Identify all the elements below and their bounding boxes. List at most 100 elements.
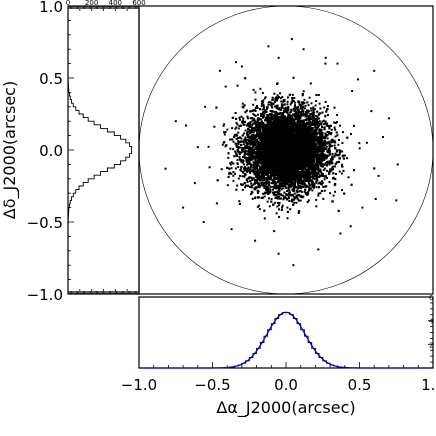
scatter-point [276,195,279,198]
scatter-point [239,174,241,177]
scatter-point [250,182,253,185]
scatter-point [273,92,276,95]
scatter-point [277,202,279,204]
scatter-point [262,111,265,114]
scatter-point [312,107,315,110]
scatter-point [334,135,337,138]
scatter-point [273,100,276,103]
scatter-point [250,110,253,113]
y-histogram-frame [67,5,140,295]
scatter-point [299,189,302,192]
scatter-point [319,168,322,171]
scatter-point [259,87,262,90]
scatter-point [262,184,265,187]
scatter-point [267,103,270,106]
scatter-point [300,190,303,193]
scatter-point [285,198,288,201]
scatter-point [281,118,284,121]
scatter-point [276,186,279,189]
scatter-point [338,170,341,173]
scatter-point [253,114,256,116]
scatter-point [304,127,307,130]
scatter-point [302,183,305,186]
scatter-point [311,143,314,145]
scatter-point [300,105,302,108]
scatter-point [302,90,305,93]
scatter-point [299,114,301,117]
scatter-point [252,177,255,180]
scatter-point [232,171,235,173]
scatter-point [341,189,343,192]
scatter-point [254,98,257,101]
scatter-point [242,117,245,120]
scatter-point [333,154,336,157]
scatter-point [262,103,265,106]
scatter-point [341,150,344,153]
scatter-point [291,98,294,101]
scatter-point [230,161,233,164]
scatter-point [248,154,251,156]
scatter-point [288,197,290,200]
scatter-point [267,116,270,118]
scatter-point [258,168,261,170]
scatter-point [319,192,322,195]
scatter-point [319,107,322,110]
scatter-point [318,113,321,115]
scatter-point [277,172,280,175]
scatter-point [302,112,305,115]
scatter-point [243,123,246,126]
scatter-point [325,145,328,148]
scatter-point [252,127,255,130]
scatter-point [240,146,243,149]
scatter-point [254,91,257,94]
scatter-point [272,172,275,175]
scatter-point [308,117,311,120]
scatter-point [252,145,255,148]
scatter-point [267,182,270,184]
scatter-point [330,132,333,134]
scatter-point [256,205,259,208]
scatter-point [341,155,344,158]
scatter-point [327,141,330,144]
scatter-point [306,201,309,204]
scatter-point [293,201,296,204]
scatter-point [241,150,244,153]
scatter-point [245,140,248,143]
scatter-point [274,201,277,204]
scatter-point [223,123,226,126]
scatter-point [270,182,273,185]
scatter-point [305,121,308,124]
scatter-point [265,178,268,181]
scatter-point [307,185,310,188]
scatter-point [295,201,298,204]
scatter-point [246,147,249,149]
scatter-point [313,111,316,114]
scatter-point [246,124,248,127]
scatter-point [315,161,318,164]
scatter-point [284,197,287,200]
scatter-point [333,155,336,158]
scatter-point [286,112,289,115]
scatter-point [292,178,295,181]
scatter-point [223,133,226,136]
scatter-point [291,97,294,99]
scatter-point [323,167,326,170]
scatter-point [281,206,284,209]
scatter-point [315,121,318,124]
scatter-point [262,161,265,164]
scatter-point [308,182,310,185]
scatter-point [295,129,298,132]
scatter-point [249,117,252,120]
scatter-point [259,184,262,187]
scatter-point [301,110,304,112]
scatter-point [275,193,278,196]
scatter-point [321,181,324,184]
scatter-point [321,142,324,145]
scatter-point [242,119,245,122]
scatter-point [237,127,240,130]
scatter-point [256,113,259,116]
scatter-point [304,104,307,107]
scatter-point [318,135,321,138]
scatter-point [251,144,254,147]
scatter-point [302,185,305,188]
